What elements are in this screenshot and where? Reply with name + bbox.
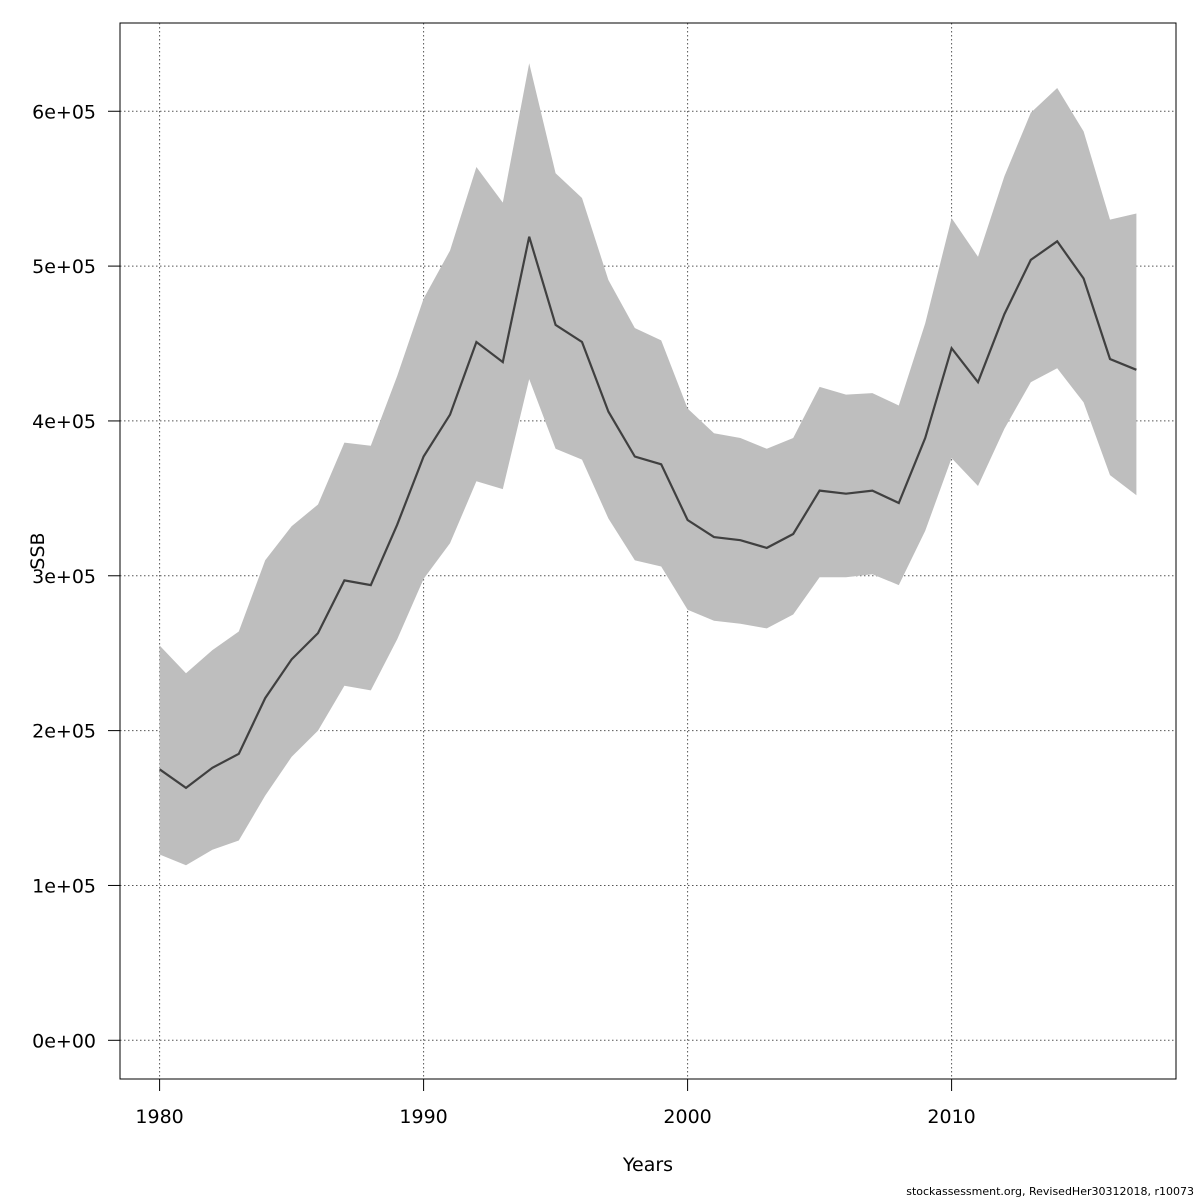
- y-tick-label: 2e+05: [32, 721, 96, 743]
- x-axis-title: Years: [622, 1154, 673, 1176]
- confidence-band: [159, 63, 1137, 866]
- x-tick-label: 2000: [663, 1106, 711, 1128]
- y-axis-title: SSB: [27, 532, 49, 569]
- x-tick-label: 1990: [399, 1106, 447, 1128]
- y-tick-label: 1e+05: [32, 875, 96, 897]
- x-tick-label: 2010: [927, 1106, 975, 1128]
- x-tick-label: 1980: [135, 1106, 183, 1128]
- y-tick-label: 4e+05: [32, 411, 96, 433]
- x-axis: 1980 1990 2000 2010: [135, 1078, 976, 1128]
- y-axis: 0e+00 1e+05 2e+05 3e+05 4e+05 5e+05 6e+05: [32, 101, 120, 1052]
- y-tick-label: 6e+05: [32, 101, 96, 123]
- source-footnote: stockassessment.org, RevisedHer30312018,…: [906, 1185, 1194, 1198]
- y-tick-label: 0e+00: [32, 1030, 96, 1052]
- y-tick-label: 3e+05: [32, 566, 96, 588]
- y-tick-label: 5e+05: [32, 256, 96, 278]
- ssb-estimate-line: [158, 236, 1137, 790]
